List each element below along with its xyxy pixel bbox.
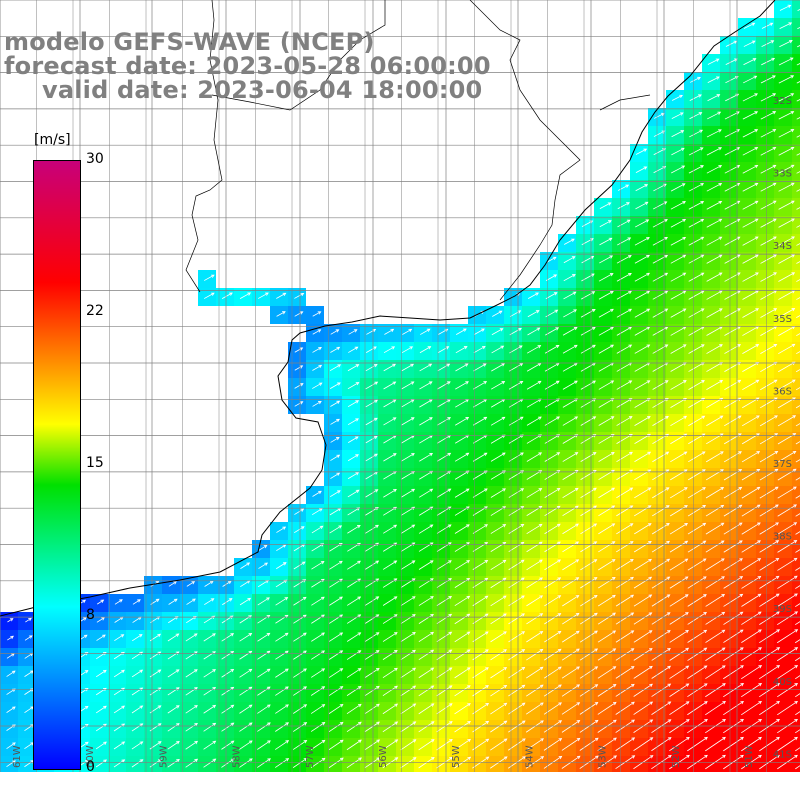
lat-label: 37S — [773, 459, 792, 470]
map-title: modelo GEFS-WAVE (NCEP) forecast date: 2… — [4, 30, 491, 102]
lat-label: 36S — [773, 386, 792, 397]
lon-label: 58W — [232, 745, 243, 768]
colorbar-tick-0: 0 — [86, 759, 95, 775]
lat-label: 40S — [773, 677, 792, 688]
valid-date: valid date: 2023-06-04 18:00:00 — [42, 76, 483, 104]
lon-label: 56W — [378, 745, 389, 768]
latitude-labels: 32S 33S 34S 35S 36S 37S 38S 39S 40S 41S — [773, 96, 792, 760]
lon-label: 59W — [158, 745, 169, 768]
longitude-labels: 61W 60W 59W 58W 57W 56W 55W 54W 53W 52W 51W — [12, 745, 755, 768]
lat-label: 32S — [773, 96, 792, 107]
lon-label: 52W — [671, 745, 682, 768]
lon-label: 54W — [524, 745, 535, 768]
lat-label: 39S — [773, 604, 792, 615]
colorbar-tick-22: 22 — [86, 303, 104, 319]
colorbar-unit: [m/s] — [34, 132, 71, 148]
colorbar-tick-15: 15 — [86, 455, 104, 471]
lat-label: 41S — [773, 749, 792, 760]
lat-label: 38S — [773, 532, 792, 543]
lat-label: 35S — [773, 314, 792, 325]
wind-map: 32S 33S 34S 35S 36S 37S 38S 39S 40S 41S 61W 60W 59W… — [0, 0, 800, 772]
lat-label: 34S — [773, 241, 792, 252]
model-name: modelo GEFS-WAVE (NCEP) — [4, 28, 375, 56]
colorbar-tick-30: 30 — [86, 151, 104, 167]
colorbar — [33, 160, 81, 770]
lat-lon-grid — [0, 0, 800, 772]
colorbar-tick-8: 8 — [86, 607, 95, 623]
wind-speed-field — [0, 0, 800, 772]
lon-label: 51W — [744, 745, 755, 768]
coastline — [0, 0, 776, 617]
lon-label: 55W — [451, 745, 462, 768]
forecast-date: forecast date: 2023-05-28 06:00:00 — [4, 52, 491, 80]
lon-label: 57W — [305, 745, 316, 768]
lon-label: 60W — [85, 745, 96, 768]
lon-label: 53W — [598, 745, 609, 768]
lat-label: 33S — [773, 169, 792, 180]
lon-label: 61W — [12, 745, 23, 768]
